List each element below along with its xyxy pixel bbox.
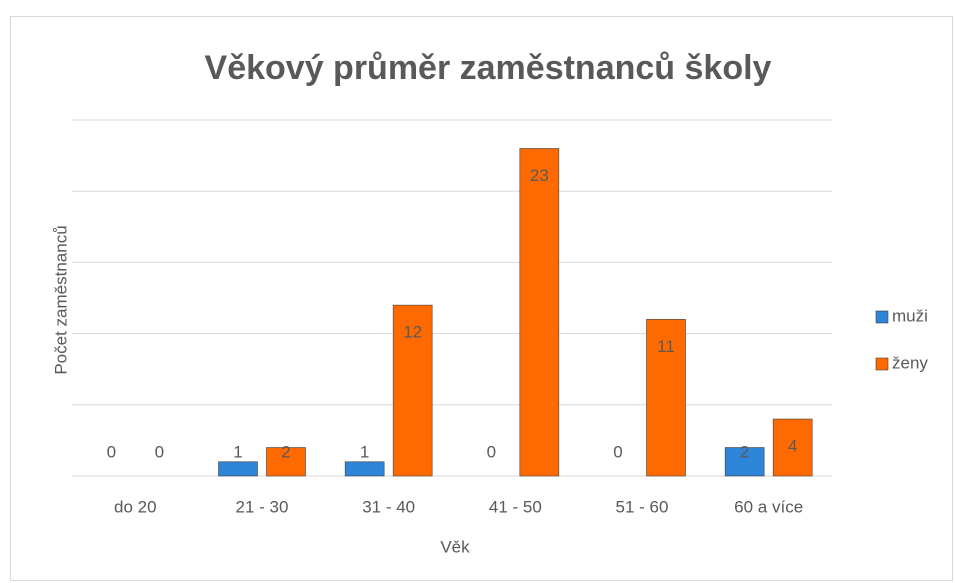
bar (724, 447, 765, 477)
bar (519, 148, 560, 477)
data-label: 0 (487, 442, 496, 461)
chart-border (10, 16, 953, 581)
legend-label: muži (892, 306, 928, 325)
data-label: 0 (155, 442, 164, 461)
data-label: 1 (360, 442, 369, 461)
bar (218, 461, 258, 477)
data-label: 1 (233, 442, 242, 461)
data-label: 11 (657, 337, 675, 356)
x-tick-label: 31 - 40 (362, 497, 415, 516)
legend-swatch (875, 310, 889, 324)
bar (646, 319, 686, 477)
bar (392, 304, 433, 477)
x-axis-label: Věk (440, 537, 470, 556)
x-tick-label: 41 - 50 (489, 497, 542, 516)
x-tick-label: 60 a více (734, 497, 803, 516)
bar (772, 418, 813, 477)
bar (344, 461, 385, 477)
chart-title: Věkový průměr zaměstnanců školy (205, 49, 772, 87)
x-tick-label: 51 - 60 (616, 497, 669, 516)
legend-swatch (875, 357, 889, 371)
data-label: 2 (281, 442, 290, 461)
legend-label: ženy (892, 353, 928, 372)
data-label: 4 (788, 437, 797, 456)
data-label: 0 (107, 442, 116, 461)
x-tick-label: do 20 (114, 497, 157, 516)
y-axis-label: Počet zaměstnanců (51, 225, 70, 374)
data-label: 2 (740, 442, 749, 461)
bar (266, 447, 306, 477)
data-label: 0 (613, 442, 622, 461)
data-label: 12 (403, 323, 422, 342)
x-tick-label: 21 - 30 (236, 497, 289, 516)
data-label: 23 (530, 166, 549, 185)
